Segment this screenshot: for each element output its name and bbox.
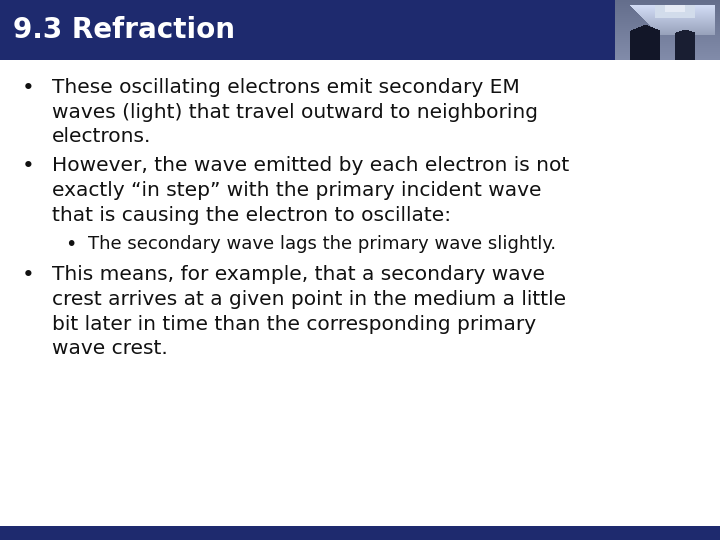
Text: This means, for example, that a secondary wave
crest arrives at a given point in: This means, for example, that a secondar… xyxy=(52,265,566,358)
Text: •: • xyxy=(65,235,76,254)
Text: •: • xyxy=(22,265,35,285)
Bar xyxy=(0,526,720,540)
Text: •: • xyxy=(22,78,35,98)
Bar xyxy=(0,0,720,60)
Text: However, the wave emitted by each electron is not
exactly “in step” with the pri: However, the wave emitted by each electr… xyxy=(52,157,570,225)
Text: The secondary wave lags the primary wave slightly.: The secondary wave lags the primary wave… xyxy=(88,235,556,253)
Text: These oscillating electrons emit secondary EM
waves (light) that travel outward : These oscillating electrons emit seconda… xyxy=(52,78,538,146)
Bar xyxy=(0,60,720,540)
Text: 9.3 Refraction: 9.3 Refraction xyxy=(13,16,235,44)
Text: •: • xyxy=(22,157,35,177)
